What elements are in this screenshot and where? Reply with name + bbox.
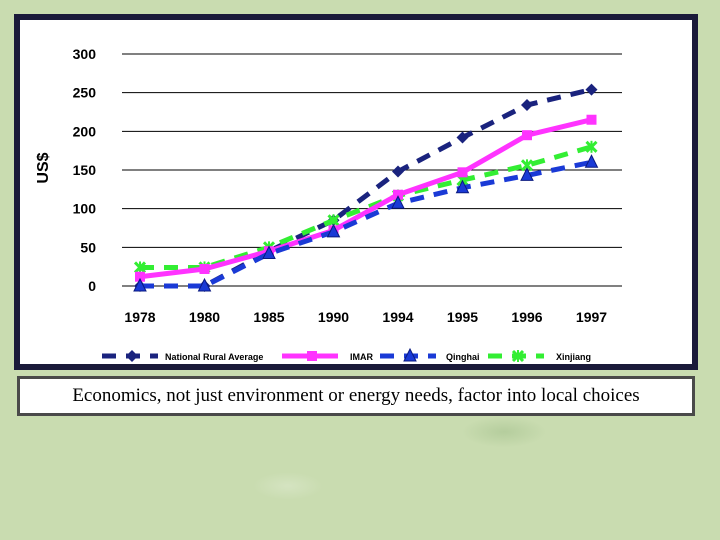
y-tick-label: 300: [73, 46, 97, 62]
data-point-qinghai: [197, 277, 212, 292]
legend-item-imar: IMAR: [282, 351, 373, 362]
data-point-qinghai: [455, 179, 470, 194]
data-point-qinghai: [584, 154, 599, 168]
x-tick-label: 1985: [253, 309, 284, 325]
legend-marker: [511, 349, 525, 363]
data-point-imar: [135, 271, 145, 282]
series-line-xinjiang: [140, 144, 593, 270]
data-point-imar: [457, 167, 468, 178]
data-point-xinjiang: [585, 140, 598, 153]
x-tick-label: 1980: [189, 309, 220, 325]
series-line-imar: [139, 117, 593, 280]
legend-item-qinghai: Qinghai: [380, 347, 480, 362]
data-point-xinjiang: [133, 261, 147, 274]
x-tick-label: 1995: [447, 309, 478, 325]
data-point-imar: [393, 189, 403, 200]
data-point-imar: [586, 114, 597, 125]
y-axis-label: US$: [35, 152, 52, 183]
data-point-imar: [199, 263, 210, 274]
legend-item-national-rural-average: National Rural Average: [102, 350, 263, 362]
data-point-national-rural-average: [521, 99, 533, 112]
data-point-qinghai: [391, 195, 405, 209]
legend-label: National Rural Average: [165, 352, 263, 362]
chart-frame: 300 250 200 150 100 50 0 1978 1980 1985 1990 1994 19…: [14, 14, 698, 370]
y-tick-label: 200: [73, 123, 97, 139]
data-point-qinghai: [262, 245, 276, 260]
y-tick-label: 250: [73, 85, 97, 101]
data-point-qinghai: [520, 167, 534, 181]
y-tick-label: 150: [73, 162, 97, 178]
legend-item-xinjiang: Xinjiang: [488, 349, 591, 363]
x-tick-label: 1990: [318, 309, 349, 325]
x-tick-label: 1996: [511, 309, 542, 325]
legend-label: IMAR: [350, 352, 373, 362]
caption: Economics, not just environment or energ…: [17, 376, 695, 416]
y-tick-label: 50: [80, 239, 96, 255]
data-point-national-rural-average: [585, 83, 598, 96]
legend-label: Qinghai: [446, 352, 480, 362]
series-line-national-rural-average: [140, 87, 593, 289]
x-tick-label: 1978: [124, 309, 155, 325]
data-point-imar: [522, 130, 532, 141]
data-point-national-rural-average: [392, 165, 404, 178]
chart-svg: 300 250 200 150 100 50 0 1978 1980 1985 1990 1994 19…: [35, 46, 622, 363]
data-point-national-rural-average: [456, 131, 469, 144]
legend-marker: [307, 351, 317, 361]
x-tick-label: 1997: [576, 309, 607, 325]
x-tick-label: 1994: [382, 309, 413, 325]
series-line-qinghai: [140, 159, 592, 289]
legend-label: Xinjiang: [556, 352, 591, 362]
y-tick-label: 100: [73, 201, 97, 217]
data-point-qinghai: [133, 277, 147, 292]
y-tick-label: 0: [88, 278, 96, 294]
data-point-qinghai: [326, 223, 341, 238]
legend-marker: [126, 350, 138, 362]
legend-marker: [403, 347, 417, 362]
